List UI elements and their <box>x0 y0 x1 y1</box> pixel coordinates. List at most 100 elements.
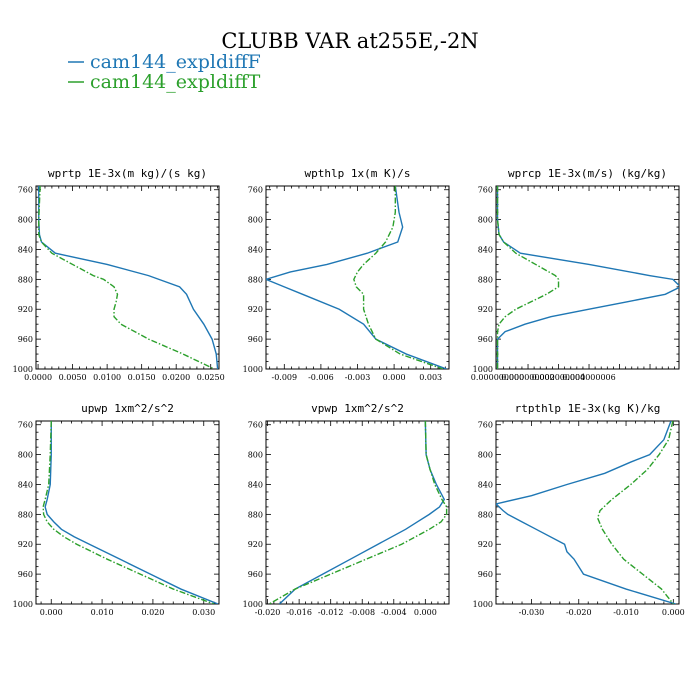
panel-3: wprcp 1E-3x(m/s) (kg/kg) 760 800 840 880 920 9… <box>471 167 680 382</box>
y-tick-label: 800 <box>248 216 263 225</box>
x-tick-label: 0.010 <box>91 608 114 617</box>
plot-frame <box>35 420 220 605</box>
y-tick-label: 880 <box>18 510 33 519</box>
y-tick-label: 920 <box>248 540 263 549</box>
y-tick-label: 760 <box>478 186 493 195</box>
series-line-expldiffT <box>268 421 448 604</box>
x-tick-label: 0.000 <box>383 373 406 382</box>
series-line-expldiffF <box>38 186 219 369</box>
panel-4: upwp 1xm^2/s^2 760 800 840 880 920 960 1000 0.00… <box>13 402 220 617</box>
y-tick-label: 880 <box>248 510 263 519</box>
x-tick-label: 0.0100 <box>93 373 121 382</box>
series-line-expldiffT <box>596 421 674 604</box>
y-tick-label: 960 <box>478 570 493 579</box>
panel-title: upwp 1xm^2/s^2 <box>81 402 174 415</box>
y-tick-label: 800 <box>18 451 33 460</box>
x-tick-label: 0.000000002 <box>501 373 554 382</box>
series-line-expldiffF <box>496 421 676 604</box>
y-tick-label: 960 <box>248 570 263 579</box>
y-tick-label: 800 <box>248 451 263 460</box>
x-tick-label: 0.000 <box>414 608 437 617</box>
y-tick-label: 840 <box>18 480 33 489</box>
x-tick-label: 0.000 <box>40 608 63 617</box>
panel-title: wprtp 1E-3x(m kg)/(s kg) <box>48 167 207 180</box>
legend: cam144_expldiffF cam144_expldiffT <box>68 51 261 93</box>
x-tick-label: -0.003 <box>345 373 371 382</box>
x-tick-label: 0.0000 <box>24 373 52 382</box>
series-line-expldiffF <box>44 421 219 604</box>
y-tick-label: 920 <box>248 305 263 314</box>
y-tick-label: 800 <box>478 216 493 225</box>
x-tick-label: 0.020 <box>141 608 164 617</box>
x-tick-label: -0.020 <box>566 608 592 617</box>
y-tick-label: 920 <box>478 305 493 314</box>
y-tick-label: 760 <box>248 186 263 195</box>
y-tick-label: 880 <box>248 275 263 284</box>
figure-title: CLUBB VAR at255E,-2N <box>221 29 478 53</box>
y-tick-label: 840 <box>248 480 263 489</box>
y-tick-label: 920 <box>18 540 33 549</box>
x-tick-label: -0.030 <box>519 608 545 617</box>
x-tick-label: 0.000000000 <box>471 373 524 382</box>
x-tick-label: -0.004 <box>381 608 407 617</box>
y-tick-label: 1000 <box>13 600 33 609</box>
y-tick-label: 1000 <box>473 365 493 374</box>
panel-title: vpwp 1xm^2/s^2 <box>311 402 404 415</box>
y-tick-label: 840 <box>18 245 33 254</box>
y-tick-label: 960 <box>478 335 493 344</box>
x-tick-label: 0.000000004 <box>532 373 585 382</box>
y-tick-label: 880 <box>18 275 33 284</box>
x-tick-label: -0.006 <box>308 373 334 382</box>
y-tick-label: 1000 <box>243 600 263 609</box>
x-tick-label: -0.020 <box>255 608 281 617</box>
x-tick-label: -0.010 <box>613 608 639 617</box>
y-tick-label: 800 <box>478 451 493 460</box>
series-line-expldiffF <box>496 186 679 369</box>
y-tick-label: 920 <box>18 305 33 314</box>
plot-frame <box>495 185 680 370</box>
y-tick-label: 960 <box>248 335 263 344</box>
y-tick-label: 1000 <box>473 600 493 609</box>
panel-6: rtpthlp 1E-3x(kg K)/kg 760 800 840 880 920 960… <box>473 402 685 617</box>
x-tick-label: 0.003 <box>419 373 442 382</box>
y-tick-label: 760 <box>478 421 493 430</box>
x-tick-label: -0.012 <box>318 608 344 617</box>
y-tick-label: 1000 <box>13 365 33 374</box>
series-line-expldiffT <box>353 186 444 369</box>
y-tick-label: 880 <box>478 510 493 519</box>
y-tick-label: 960 <box>18 335 33 344</box>
legend-label-expldiffF: cam144_expldiffF <box>90 51 261 73</box>
y-tick-label: 920 <box>478 540 493 549</box>
y-tick-label: 960 <box>18 570 33 579</box>
plot-frame <box>495 420 680 605</box>
panel-1: wprtp 1E-3x(m kg)/(s kg) 760 800 840 880 920 9… <box>13 167 225 382</box>
plot-frame <box>265 420 450 605</box>
panel-title: rtpthlp 1E-3x(kg K)/kg <box>515 402 661 415</box>
x-tick-label: -0.016 <box>286 608 312 617</box>
panels: wprtp 1E-3x(m kg)/(s kg) 760 800 840 880 920 9… <box>13 167 685 617</box>
y-tick-label: 880 <box>478 275 493 284</box>
panel-5: vpwp 1xm^2/s^27608008408809209601000-0.0… <box>243 402 450 617</box>
y-tick-label: 760 <box>18 421 33 430</box>
series-line-expldiffT <box>38 186 215 369</box>
y-tick-label: 840 <box>478 480 493 489</box>
x-tick-label: 0.0050 <box>59 373 87 382</box>
x-tick-label: -0.008 <box>349 608 375 617</box>
y-tick-label: 800 <box>18 216 33 225</box>
plot-frame <box>35 185 220 370</box>
legend-label-expldiffT: cam144_expldiffT <box>90 71 261 93</box>
y-tick-label: 760 <box>248 421 263 430</box>
panel-title: wprcp 1E-3x(m/s) (kg/kg) <box>508 167 667 180</box>
x-tick-label: 0.0200 <box>162 373 190 382</box>
plot-frame <box>265 185 450 370</box>
y-tick-label: 760 <box>18 186 33 195</box>
y-tick-label: 1000 <box>243 365 263 374</box>
y-tick-label: 840 <box>248 245 263 254</box>
x-tick-label: 0.000000006 <box>562 373 615 382</box>
panel-title: wpthlp 1x(m K)/s <box>305 167 411 180</box>
panel-2: wpthlp 1x(m K)/s 760 800 840 880 920 960 1000 -0… <box>243 167 450 382</box>
y-tick-label: 840 <box>478 245 493 254</box>
x-tick-label: 0.030 <box>192 608 215 617</box>
series-line-expldiffF <box>266 186 447 369</box>
